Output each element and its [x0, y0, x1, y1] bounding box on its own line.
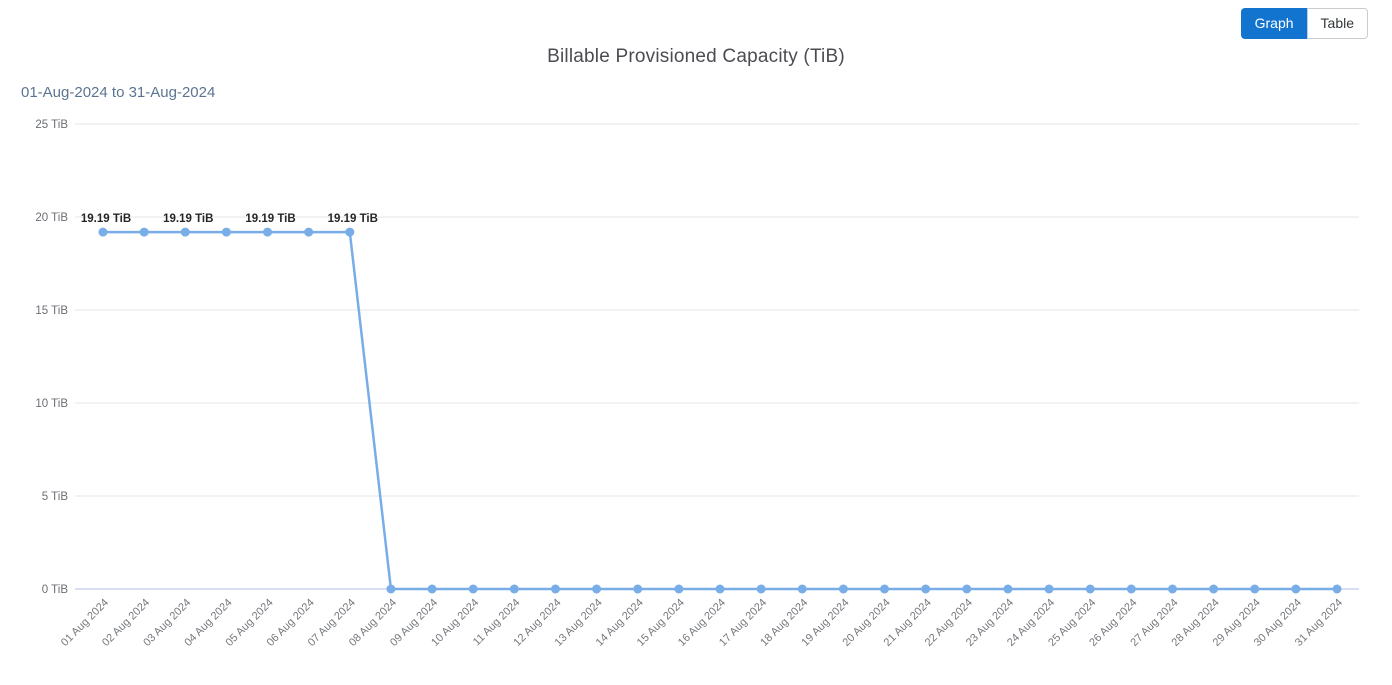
- data-point[interactable]: [674, 584, 684, 594]
- data-point[interactable]: [468, 584, 478, 594]
- data-point[interactable]: [921, 584, 931, 594]
- y-tick-label: 20 TiB: [35, 212, 68, 224]
- data-point[interactable]: [962, 584, 972, 594]
- y-tick-label: 10 TiB: [35, 398, 68, 410]
- data-point[interactable]: [1291, 584, 1301, 594]
- data-point[interactable]: [1250, 584, 1260, 594]
- data-point[interactable]: [880, 584, 890, 594]
- y-tick-label: 5 TiB: [42, 491, 69, 503]
- data-point[interactable]: [386, 584, 396, 594]
- data-point-label: 19.19 TiB: [245, 213, 295, 225]
- data-point[interactable]: [1209, 584, 1219, 594]
- data-point[interactable]: [304, 227, 314, 237]
- data-point-label: 19.19 TiB: [328, 213, 378, 225]
- chart-title: Billable Provisioned Capacity (TiB): [547, 46, 845, 67]
- data-point[interactable]: [633, 584, 643, 594]
- data-point[interactable]: [509, 584, 519, 594]
- data-point[interactable]: [221, 227, 231, 237]
- view-toggle: Graph Table: [1240, 8, 1368, 39]
- data-point[interactable]: [98, 227, 108, 237]
- data-point[interactable]: [139, 227, 149, 237]
- data-point[interactable]: [427, 584, 437, 594]
- table-tab-button[interactable]: Table: [1306, 8, 1368, 39]
- data-point[interactable]: [550, 584, 560, 594]
- graph-tab-button[interactable]: Graph: [1240, 8, 1307, 39]
- data-point[interactable]: [1167, 584, 1177, 594]
- data-point[interactable]: [345, 227, 355, 237]
- data-point[interactable]: [592, 584, 602, 594]
- y-tick-label: 25 TiB: [35, 119, 68, 131]
- data-point[interactable]: [715, 584, 725, 594]
- data-point[interactable]: [1085, 584, 1095, 594]
- data-point[interactable]: [1126, 584, 1136, 594]
- data-point[interactable]: [797, 584, 807, 594]
- y-tick-label: 0 TiB: [42, 584, 69, 596]
- data-point[interactable]: [1332, 584, 1342, 594]
- data-point[interactable]: [263, 227, 273, 237]
- data-point[interactable]: [838, 584, 848, 594]
- data-point-label: 19.19 TiB: [163, 213, 213, 225]
- y-tick-label: 15 TiB: [35, 305, 68, 317]
- data-point[interactable]: [756, 584, 766, 594]
- data-point-label: 19.19 TiB: [81, 213, 131, 225]
- data-point[interactable]: [180, 227, 190, 237]
- series-line: [101, 230, 1339, 591]
- data-point[interactable]: [1003, 584, 1013, 594]
- date-range-label: 01-Aug-2024 to 31-Aug-2024: [21, 84, 216, 101]
- data-point[interactable]: [1044, 584, 1054, 594]
